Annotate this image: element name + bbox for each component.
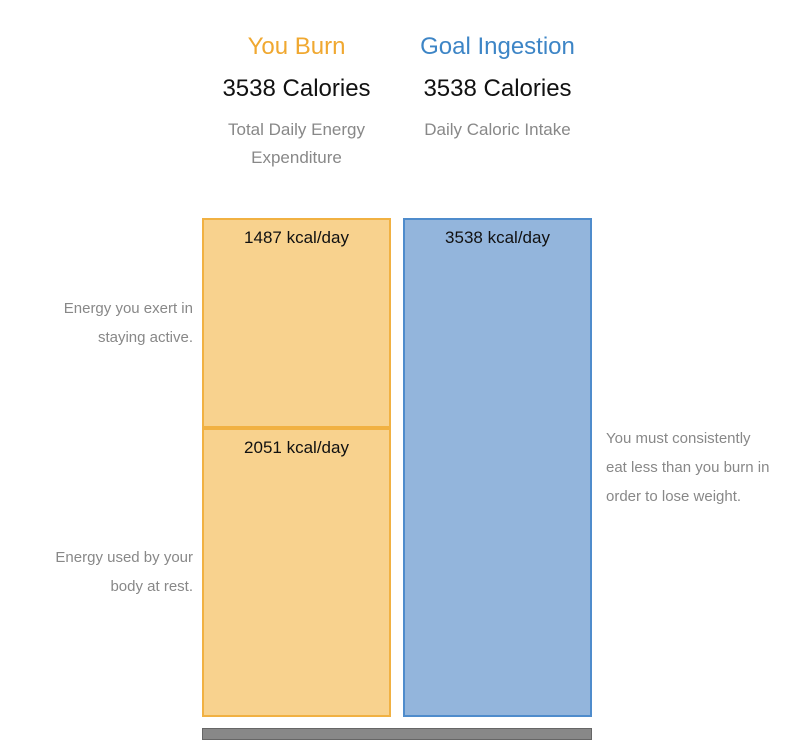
annotation: You must consistently eat less than you … (606, 430, 770, 505)
bar-segment (403, 218, 592, 717)
bar-segment (202, 218, 391, 428)
segment-note: Energy you exert in staying active. (63, 299, 193, 346)
column-title: Goal Ingestion (420, 33, 575, 60)
bar-segment (202, 427, 391, 717)
value-label: 2051 kcal/day (244, 437, 349, 457)
value-label: 3538 kcal/day (445, 228, 550, 247)
baseline-bar (202, 728, 592, 740)
column-caption: Total Daily Energy Expenditure (227, 120, 365, 167)
column-total: 3538 Calories (222, 75, 371, 102)
column-caption: Daily Caloric Intake (424, 120, 571, 139)
column-total: 3538 Calories (423, 75, 572, 102)
segment-note: Energy used by your body at rest. (55, 549, 193, 596)
column-title: You Burn (247, 33, 346, 60)
value-label: 1487 kcal/day (244, 228, 349, 247)
